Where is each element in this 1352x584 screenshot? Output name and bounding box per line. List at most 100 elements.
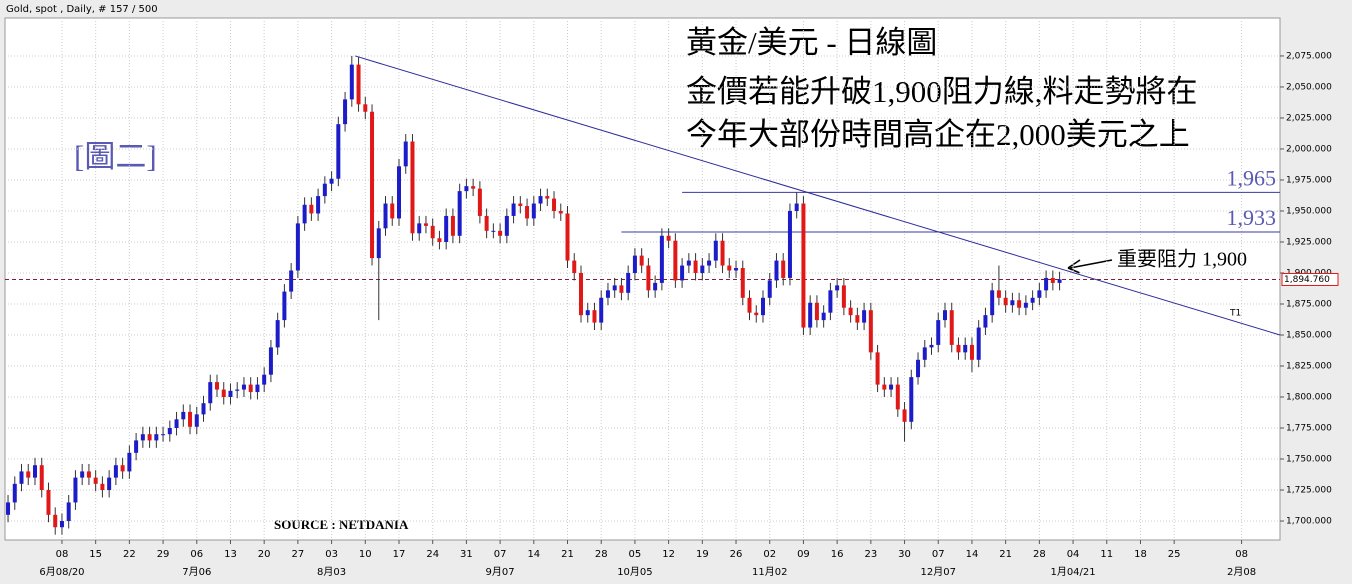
candle-body (464, 186, 469, 192)
y-tick-label: 2,025.000 (1286, 113, 1332, 123)
candle-body (12, 483, 17, 503)
level-label: 1,965 (1227, 165, 1277, 190)
candle-body (929, 344, 934, 348)
candle-body (996, 290, 1001, 298)
candle-body (383, 203, 388, 229)
candle-body (525, 206, 530, 219)
y-tick-label: 1,850.000 (1286, 330, 1332, 340)
candle-body (349, 64, 354, 100)
candle-body (235, 389, 240, 391)
candle-body (268, 347, 273, 375)
candle-body (1010, 300, 1015, 306)
x-tick-label: 06 (190, 549, 203, 560)
candle-body (363, 104, 368, 112)
candle-body (444, 215, 449, 242)
candle-body (336, 124, 341, 179)
x-tick-label: 28 (595, 549, 608, 560)
candle-body (774, 260, 779, 281)
candle-body (1023, 302, 1028, 308)
y-tick-label: 1,800.000 (1286, 393, 1332, 403)
candle-body (956, 344, 961, 353)
x-tick-label: 08 (56, 549, 69, 560)
candle-body (882, 384, 887, 390)
x-tick-label: 19 (696, 549, 709, 560)
x-tick-label: 28 (1033, 549, 1046, 560)
y-tick-label: 2,000.000 (1286, 144, 1332, 154)
trendline (355, 55, 1281, 336)
candle-body (592, 310, 597, 323)
candle-body (1003, 297, 1008, 306)
annotation: 金價若能升破1,900阻力線,料走勢將在 (686, 74, 1198, 109)
candle-body (760, 297, 765, 316)
candle-body (39, 465, 44, 491)
candle-body (518, 203, 523, 207)
candle-body (498, 230, 503, 236)
x-tick-label: 23 (864, 549, 877, 560)
x-tick-label: 07 (932, 549, 945, 560)
candle-body (585, 310, 590, 316)
candle-body (504, 215, 509, 236)
candle-body (6, 502, 11, 515)
candle-body (727, 265, 732, 271)
annotation: 今年大部份時間高企在2,000美元之上 (686, 117, 1190, 152)
candle-body (26, 471, 31, 478)
candle-body (73, 477, 78, 503)
candle-body (154, 434, 159, 441)
candle-body (107, 477, 112, 491)
level-label: 1,933 (1227, 205, 1277, 230)
x-tick-label: 15 (89, 549, 102, 560)
x-tick-label: 09 (797, 549, 810, 560)
candle-body (693, 260, 698, 273)
x-month-label: 9月07 (486, 566, 515, 578)
candle-body (19, 471, 24, 484)
x-tick-label: 21 (999, 549, 1012, 560)
candle-body (936, 320, 941, 345)
y-tick-label: 1,725.000 (1286, 486, 1332, 496)
last-price-label: 1,894.760 (1284, 275, 1330, 285)
x-tick-label: 29 (157, 549, 170, 560)
candle-body (188, 411, 193, 427)
candle-body (1050, 277, 1055, 283)
y-tick-label: 1,950.000 (1286, 206, 1332, 216)
candle-body (605, 290, 610, 298)
candle-body (828, 290, 833, 313)
x-tick-label: 24 (426, 549, 439, 560)
candle-body (309, 204, 314, 214)
candle-body (942, 310, 947, 321)
y-tick-label: 2,050.000 (1286, 82, 1332, 92)
candle-body (1057, 279, 1062, 283)
candle-body (889, 384, 894, 390)
candle-body (734, 268, 739, 271)
candle-body (417, 223, 422, 234)
candle-body (491, 230, 496, 232)
x-tick-label: 27 (292, 549, 305, 560)
candle-body (390, 203, 395, 219)
trendline-label: T1 (1229, 309, 1241, 319)
candle-body (477, 188, 482, 216)
candle-body (572, 260, 577, 273)
candle-body (147, 434, 152, 441)
candle-body (700, 265, 705, 273)
candle-body (120, 465, 125, 472)
candle-body (545, 196, 550, 199)
candle-body (221, 389, 226, 398)
candle-body (484, 215, 489, 231)
candle-body (322, 183, 327, 197)
candle-body (552, 198, 557, 211)
arrow-shaft (1069, 259, 1113, 269)
x-tick-label: 05 (629, 549, 642, 560)
candle-body (86, 471, 91, 478)
candle-body (228, 390, 233, 398)
candle-body (976, 327, 981, 360)
candle-body (275, 320, 280, 348)
candle-body (909, 377, 914, 422)
candle-body (781, 260, 786, 278)
candle-body (356, 64, 361, 105)
candle-body (949, 310, 954, 345)
candle-body (626, 272, 631, 293)
x-tick-label: 04 (1067, 549, 1080, 560)
x-month-label: 2月08 (1227, 566, 1256, 578)
candle-body (66, 502, 71, 522)
source: SOURCE : NETDANIA (274, 517, 409, 532)
x-tick-label: 02 (763, 549, 776, 560)
